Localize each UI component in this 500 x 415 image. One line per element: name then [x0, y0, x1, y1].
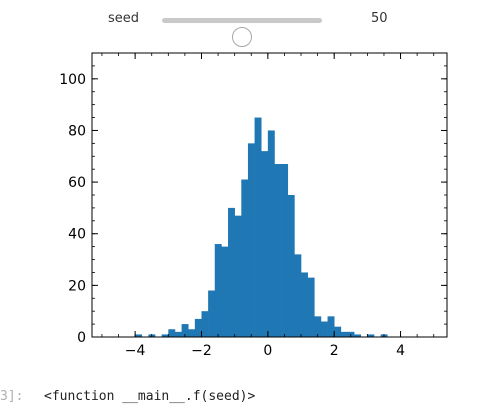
slider-handle[interactable]: [232, 27, 252, 47]
histogram-bar: [228, 207, 235, 337]
histogram-bar: [261, 151, 269, 337]
y-tick-label: 80: [68, 123, 86, 139]
y-tick-label: 20: [68, 278, 86, 294]
y-tick-label: 100: [59, 72, 86, 88]
histogram-bar: [247, 143, 255, 337]
histogram-bar: [214, 244, 222, 337]
histogram-bar: [181, 324, 189, 337]
slider-value: 50: [371, 11, 388, 26]
histogram-bar: [301, 272, 308, 337]
histogram-bar: [174, 331, 182, 337]
seed-slider-widget: seed 50: [0, 0, 500, 47]
histogram-bar: [241, 179, 249, 337]
x-tick-label: 4: [396, 343, 405, 359]
histogram-bar: [307, 277, 315, 337]
histogram-bar: [287, 195, 295, 337]
histogram-bar: [234, 215, 242, 337]
histogram-bar: [254, 117, 262, 337]
histogram-bar: [221, 246, 229, 337]
y-tick-label: 40: [68, 227, 86, 243]
y-tick-label: 0: [77, 330, 86, 346]
x-tick-label: 2: [330, 343, 339, 359]
histogram-bar: [334, 326, 342, 337]
histogram-bar: [314, 316, 322, 337]
histogram-bar: [367, 334, 375, 337]
histogram-bar: [354, 334, 362, 337]
histogram-bar: [188, 329, 196, 337]
histogram-bar: [194, 318, 202, 337]
histogram-bar: [327, 316, 335, 337]
output-text: <function __main__.f(seed)>: [44, 389, 256, 404]
histogram-bar: [274, 164, 282, 337]
histogram-bar: [201, 311, 209, 337]
histogram-bar: [320, 321, 328, 337]
slider-track[interactable]: [162, 18, 322, 47]
histogram-bar: [294, 254, 302, 337]
x-tick-label: −4: [125, 343, 146, 359]
x-tick-label: −2: [191, 343, 212, 359]
histogram-bar: [135, 334, 143, 337]
histogram-bar: [340, 331, 348, 337]
x-tick-label: 0: [263, 343, 272, 359]
histogram-bar: [161, 334, 169, 337]
histogram-bar: [208, 290, 216, 337]
y-tick-label: 60: [68, 175, 86, 191]
histogram-bar: [281, 164, 289, 337]
output-prompt: 3]:: [0, 389, 24, 404]
slider-label: seed: [108, 11, 140, 26]
histogram-bar: [168, 329, 176, 337]
histogram-bar: [267, 130, 275, 337]
